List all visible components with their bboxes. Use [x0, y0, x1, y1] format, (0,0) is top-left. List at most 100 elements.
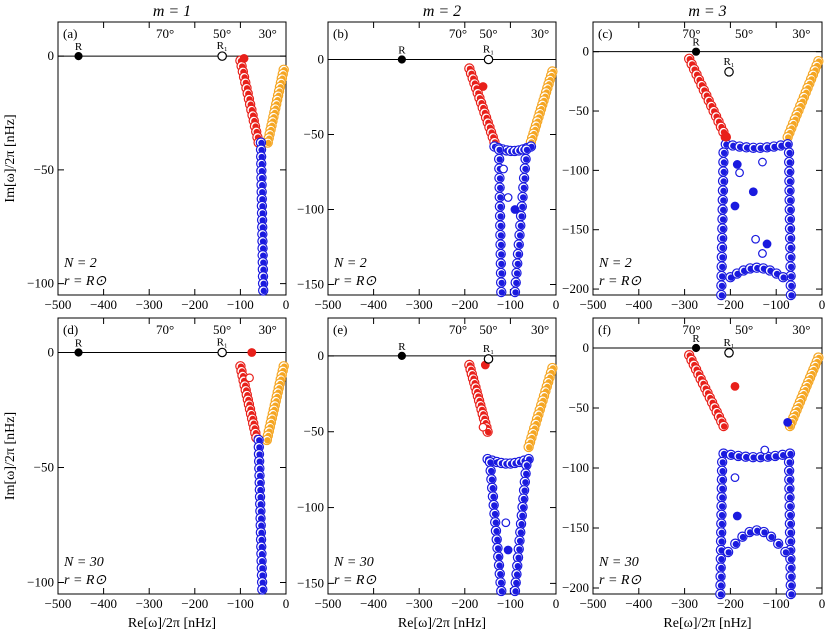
- x-tick-label: 0: [283, 297, 290, 312]
- panel-b: −500 −400 −300 −200 −100 0 0 −50 −100 −150 (b) 70° 5…: [297, 21, 560, 312]
- blue-extra-point: [732, 160, 742, 169]
- blue-point-fill: [259, 572, 266, 579]
- blue-branch-point-fill: [498, 260, 505, 268]
- blue-arc-point-fill: [725, 549, 732, 556]
- blue-branch-point-fill: [523, 146, 531, 154]
- blue-extra-point: [732, 511, 742, 521]
- blue-branch-point-fill: [516, 241, 523, 249]
- latitude-label: 30°: [531, 26, 549, 41]
- blue-branch-point-fill: [497, 194, 504, 201]
- blue-extra-point: [503, 193, 513, 202]
- panel-label: (a): [63, 26, 77, 41]
- y-tick-label: −200: [562, 580, 589, 595]
- n-label: N = 30: [63, 555, 104, 570]
- blue-arc-point-fill: [732, 540, 740, 548]
- blue-branch-point-fill: [519, 512, 526, 520]
- n-label: N = 30: [333, 555, 374, 570]
- y-tick-label: −100: [27, 575, 54, 590]
- orange-point-fill: [264, 437, 271, 444]
- latitude-label: 70°: [449, 26, 467, 41]
- blue-point-fill: [256, 444, 263, 451]
- blue-branch-point-fill: [497, 579, 505, 586]
- blue-point-fill: [258, 551, 266, 558]
- blue-branch-point-fill: [498, 270, 505, 277]
- y-tick-label: −50: [304, 127, 324, 142]
- blue-branch-point-fill: [786, 149, 793, 157]
- blue-branch-point-fill: [718, 556, 725, 563]
- blue-branch-point-fill: [521, 175, 528, 182]
- x-tick-label: −200: [181, 596, 208, 611]
- blue-branch-point-fill: [719, 494, 726, 501]
- y-tick-label: −50: [34, 162, 54, 177]
- blue-branch-point-fill: [519, 504, 527, 511]
- blue-branch-point-fill: [493, 528, 500, 535]
- blue-band-point-fill: [720, 450, 728, 458]
- blue-branch-point-fill: [494, 545, 502, 552]
- blue-branch-point-fill: [788, 273, 795, 280]
- blue-branch-point-fill: [787, 538, 794, 545]
- blue-point-fill: [259, 586, 267, 593]
- y-tick-label: −50: [569, 400, 589, 415]
- red-point-fill: [485, 428, 492, 436]
- blue-branch-point-fill: [497, 232, 505, 239]
- blue-point-fill: [256, 458, 263, 465]
- blue-branch-point-fill: [518, 521, 525, 528]
- r1-marker-label: R₁: [483, 44, 494, 56]
- column-title-2: m = 2: [423, 3, 461, 20]
- latitude-label: 50°: [213, 322, 231, 337]
- blue-branch-point-fill: [786, 187, 794, 195]
- blue-branch-point-fill: [514, 562, 522, 570]
- blue-extra-point: [510, 205, 520, 214]
- y-tick-label: −50: [34, 460, 54, 475]
- blue-point-fill: [256, 465, 264, 472]
- x-tick-label: −100: [763, 596, 790, 611]
- blue-branch-point-fill: [516, 232, 524, 239]
- blue-arc-point-fill: [780, 274, 787, 281]
- panel-label: (b): [333, 26, 348, 41]
- blue-branch-point-fill: [718, 292, 726, 299]
- r1-marker: [724, 347, 734, 358]
- latitude-label: 70°: [682, 322, 700, 337]
- x-tick-label: 0: [553, 596, 560, 611]
- y-tick-label: −200: [562, 281, 589, 296]
- blue-branch-point-fill: [720, 178, 727, 185]
- blue-branch-point-fill: [788, 582, 795, 589]
- red-extra-point: [478, 422, 488, 432]
- blue-branch-point-fill: [523, 462, 531, 469]
- x-tick-label: −300: [136, 596, 163, 611]
- blue-branch-point-fill: [786, 485, 794, 492]
- y-tick-label: 0: [583, 44, 590, 59]
- plot-frame: [57, 21, 287, 296]
- blue-branch-point-fill: [787, 564, 795, 572]
- blue-branch-point-fill: [490, 493, 497, 501]
- plot-frame: [327, 317, 557, 595]
- x-tick-label: 0: [819, 596, 826, 611]
- r1-marker: [483, 354, 494, 364]
- blue-point-fill: [257, 494, 264, 501]
- r1-marker-label: R₁: [483, 343, 494, 355]
- blue-branch-point-fill: [717, 582, 725, 589]
- blue-branch-point-fill: [488, 467, 495, 475]
- x-tick-label: −100: [763, 297, 790, 312]
- blue-arc-point-fill: [775, 540, 783, 548]
- blue-point-fill: [258, 543, 266, 551]
- y-tick-label: −100: [297, 500, 324, 515]
- latitude-label: 70°: [449, 322, 467, 337]
- plot-frame: [57, 317, 287, 595]
- y-tick-label: −50: [569, 103, 589, 118]
- y-tick-label: −150: [297, 277, 324, 292]
- x-tick-label: −400: [360, 596, 387, 611]
- blue-branch-point-fill: [496, 146, 503, 154]
- blue-branch-point-fill: [523, 470, 530, 478]
- x-tick-label: −100: [227, 297, 254, 312]
- blue-branch-point-fill: [787, 529, 794, 536]
- blue-branch-point-fill: [515, 554, 522, 562]
- blue-band-point-fill: [743, 453, 750, 461]
- x-tick-label: 0: [553, 297, 560, 312]
- y-axis-label-row-1: Im[ω]/2π [nHz]: [3, 114, 18, 202]
- blue-branch-point-fill: [718, 512, 726, 519]
- y-axis-label-row-2: Im[ω]/2π [nHz]: [3, 412, 18, 500]
- blue-extra-point: [730, 201, 740, 211]
- blue-extra-point: [751, 234, 760, 244]
- blue-branch-point-fill: [497, 570, 504, 578]
